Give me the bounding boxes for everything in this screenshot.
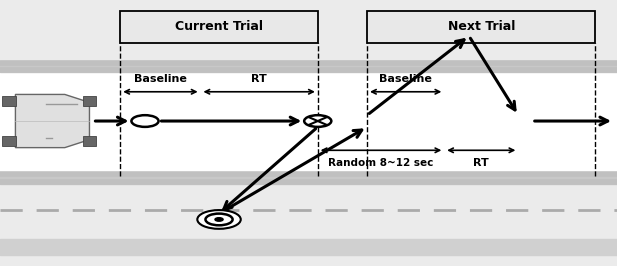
Bar: [83, 136, 96, 146]
Circle shape: [304, 115, 331, 127]
Polygon shape: [15, 94, 89, 148]
Bar: [0, 184, 617, 266]
Circle shape: [197, 210, 241, 229]
Bar: [83, 96, 96, 106]
Text: RT: RT: [251, 74, 267, 84]
Circle shape: [215, 218, 223, 221]
Bar: [2, 96, 16, 106]
Text: Baseline: Baseline: [379, 74, 432, 84]
Circle shape: [205, 214, 233, 225]
Bar: [367, 11, 595, 43]
Bar: [0, 61, 617, 72]
Bar: [120, 11, 318, 43]
Bar: [0, 61, 617, 184]
Text: Baseline: Baseline: [134, 74, 187, 84]
Bar: [0, 173, 617, 184]
Text: Current Trial: Current Trial: [175, 20, 263, 33]
Text: Next Trial: Next Trial: [447, 20, 515, 33]
Bar: [0, 0, 617, 61]
Bar: [2, 136, 16, 146]
Bar: [0, 239, 617, 255]
Text: RT: RT: [473, 158, 489, 168]
Circle shape: [131, 115, 159, 127]
Text: Random 8~12 sec: Random 8~12 sec: [328, 158, 434, 168]
